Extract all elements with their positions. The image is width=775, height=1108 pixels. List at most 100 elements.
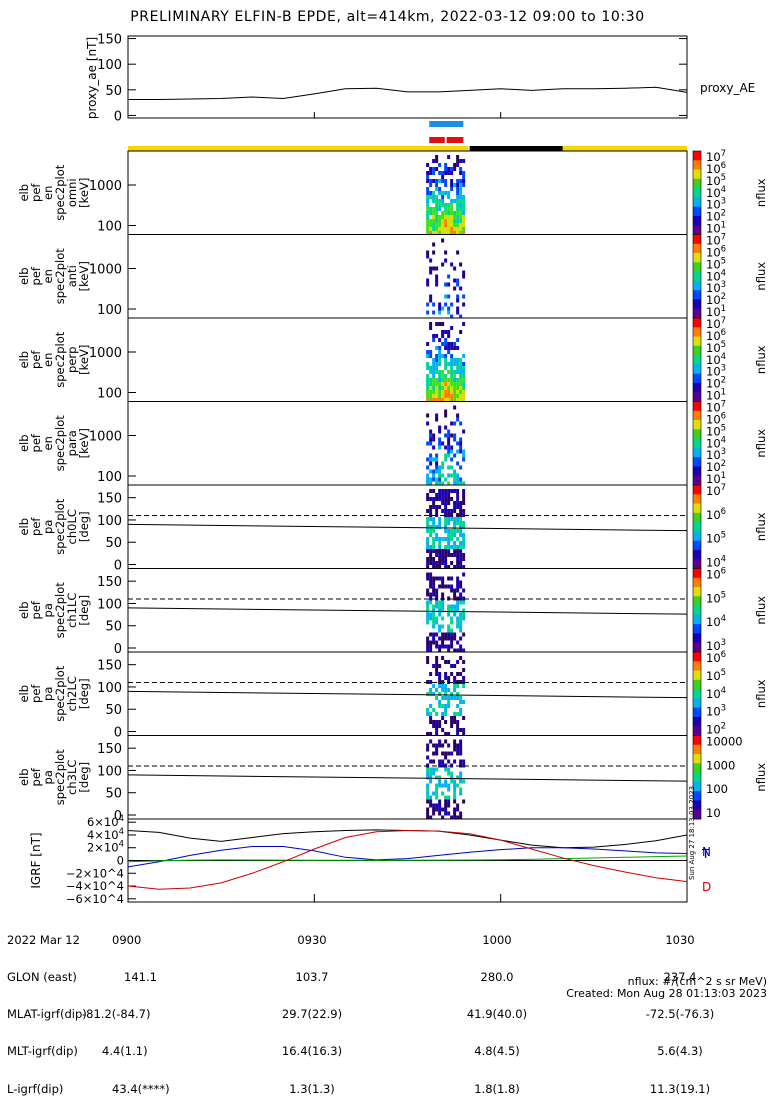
spectrogram-pixel: [429, 457, 433, 462]
spec-ylabel: spec2plot: [53, 665, 67, 722]
spectrogram-pixel: [447, 732, 451, 736]
spectrogram-pixel: [462, 565, 466, 569]
ae-ylabel: proxy_ae [nT]: [85, 37, 99, 119]
spectrogram-pixel: [456, 712, 460, 716]
spectrogram-pixel: [447, 636, 451, 641]
spectrogram-pixel: [462, 203, 466, 207]
spectrogram-pixel: [447, 334, 451, 338]
ae-series-label: proxy_AE: [700, 81, 755, 95]
spectrogram-pixel: [438, 799, 442, 804]
spectrogram-pixel: [432, 811, 436, 816]
spectrogram-pixel: [429, 799, 433, 804]
spectrogram-pixel: [456, 493, 460, 497]
igrf-ytick-label: 6×104: [87, 814, 124, 829]
spectrogram-pixel: [435, 223, 439, 227]
spectrogram-pixel: [432, 771, 436, 776]
spectrogram-pixel: [432, 759, 436, 764]
spectrogram-pixel: [456, 417, 460, 422]
spectrogram-pixel: [432, 616, 436, 621]
spectrogram-pixel: [462, 779, 466, 784]
spectrogram-pixel: [429, 258, 433, 263]
spectrogram-pixel: [432, 791, 436, 796]
spectrogram-pixel: [444, 807, 448, 812]
spectrogram-pixel: [450, 588, 454, 593]
spec-ylabel: ch0LC: [65, 509, 79, 544]
spectrogram-pixel: [432, 517, 436, 521]
spectrogram-pixel: [447, 382, 451, 386]
spectrogram-pixel: [459, 529, 463, 533]
spectrogram-pixel: [447, 803, 451, 808]
spectrogram-pixel: [429, 680, 433, 684]
spec-ytick-label: 100: [97, 764, 122, 779]
spectrogram-pixel: [450, 445, 454, 450]
spectrogram-pixel: [459, 262, 463, 267]
spectrogram-pixel: [429, 688, 433, 692]
spectrogram-pixel: [462, 493, 466, 497]
colorbar-label: nflux: [754, 429, 768, 458]
spectrogram-pixel: [456, 696, 460, 700]
spectrogram-pixel: [441, 175, 445, 179]
spectrogram-pixel: [429, 533, 433, 537]
spectrogram-pixel: [444, 799, 448, 804]
spectrogram-pixel: [447, 350, 451, 354]
footer-cell: 280.0: [480, 970, 514, 985]
spectrogram-pixel: [462, 525, 466, 529]
spectrogram-pixel: [456, 775, 460, 780]
colorbar-tick-label: 103: [706, 197, 726, 212]
orbit-indicator-black: [469, 146, 563, 152]
spectrogram-pixel: [429, 795, 433, 800]
spectrogram-pixel: [438, 473, 442, 478]
spectrogram-pixel: [447, 501, 451, 505]
colorbar-segment: [693, 549, 701, 560]
spectrogram-pixel: [426, 362, 430, 366]
footer-cell: 103.7: [295, 970, 329, 985]
spectrogram-pixel: [426, 477, 430, 482]
spectrogram-pixel: [447, 696, 451, 700]
spectrogram-pixel: [444, 362, 448, 366]
spectrogram-pixel: [426, 465, 430, 470]
colorbar-segment: [693, 568, 701, 579]
spectrogram-pixel: [429, 732, 433, 736]
spectrogram-pixel: [450, 211, 454, 215]
spectrogram-pixel: [459, 584, 463, 589]
colorbar-tick-label: 103: [706, 364, 726, 379]
spec-ylabel: pef: [29, 684, 43, 703]
spectrogram-pixel: [453, 759, 457, 764]
spectrogram-pixel: [456, 497, 460, 501]
colorbar-segment: [693, 633, 701, 644]
spectrogram-pixel: [450, 517, 454, 521]
colorbar-tick-label: 101: [706, 304, 726, 319]
spectrogram-pixel: [453, 163, 457, 167]
colorbar-label: nflux: [754, 178, 768, 207]
spectrogram-pixel: [462, 215, 466, 219]
colorbar-segment: [693, 614, 701, 625]
spectrogram-pixel: [444, 366, 448, 370]
spec-ylabel: pef: [29, 767, 43, 786]
spectrogram-pixel: [432, 549, 436, 553]
spectrogram-pixel: [426, 310, 430, 315]
spectrogram-pixel: [438, 704, 442, 708]
spec-ylabel: [deg]: [77, 511, 91, 542]
spectrogram-pixel: [459, 751, 463, 756]
spectrogram-pixel: [441, 537, 445, 541]
spectrogram-pixel: [441, 580, 445, 585]
spectrogram-pixel: [429, 525, 433, 529]
spectrogram-pixel: [426, 398, 430, 402]
colorbar-tick-label: 105: [706, 423, 726, 438]
spectrogram-pixel: [441, 604, 445, 609]
spectrogram-pixel: [456, 203, 460, 207]
spec-ylabel: pef: [29, 433, 43, 452]
spectrogram-pixel: [459, 700, 463, 704]
spectrogram-pixel: [429, 382, 433, 386]
spectrogram-pixel: [426, 791, 430, 796]
spectrogram-pixel: [438, 521, 442, 525]
spectrogram-pixel: [456, 580, 460, 585]
spec-ytick-label: 100: [97, 387, 122, 402]
spectrogram-pixel: [441, 807, 445, 812]
spectrogram-pixel: [456, 227, 460, 231]
spectrogram-pixel: [450, 167, 454, 171]
spectrogram-pixel: [462, 716, 466, 720]
spectrogram-pixel: [435, 366, 439, 370]
spectrogram-pixel: [453, 684, 457, 688]
spectrogram-pixel: [444, 294, 448, 299]
